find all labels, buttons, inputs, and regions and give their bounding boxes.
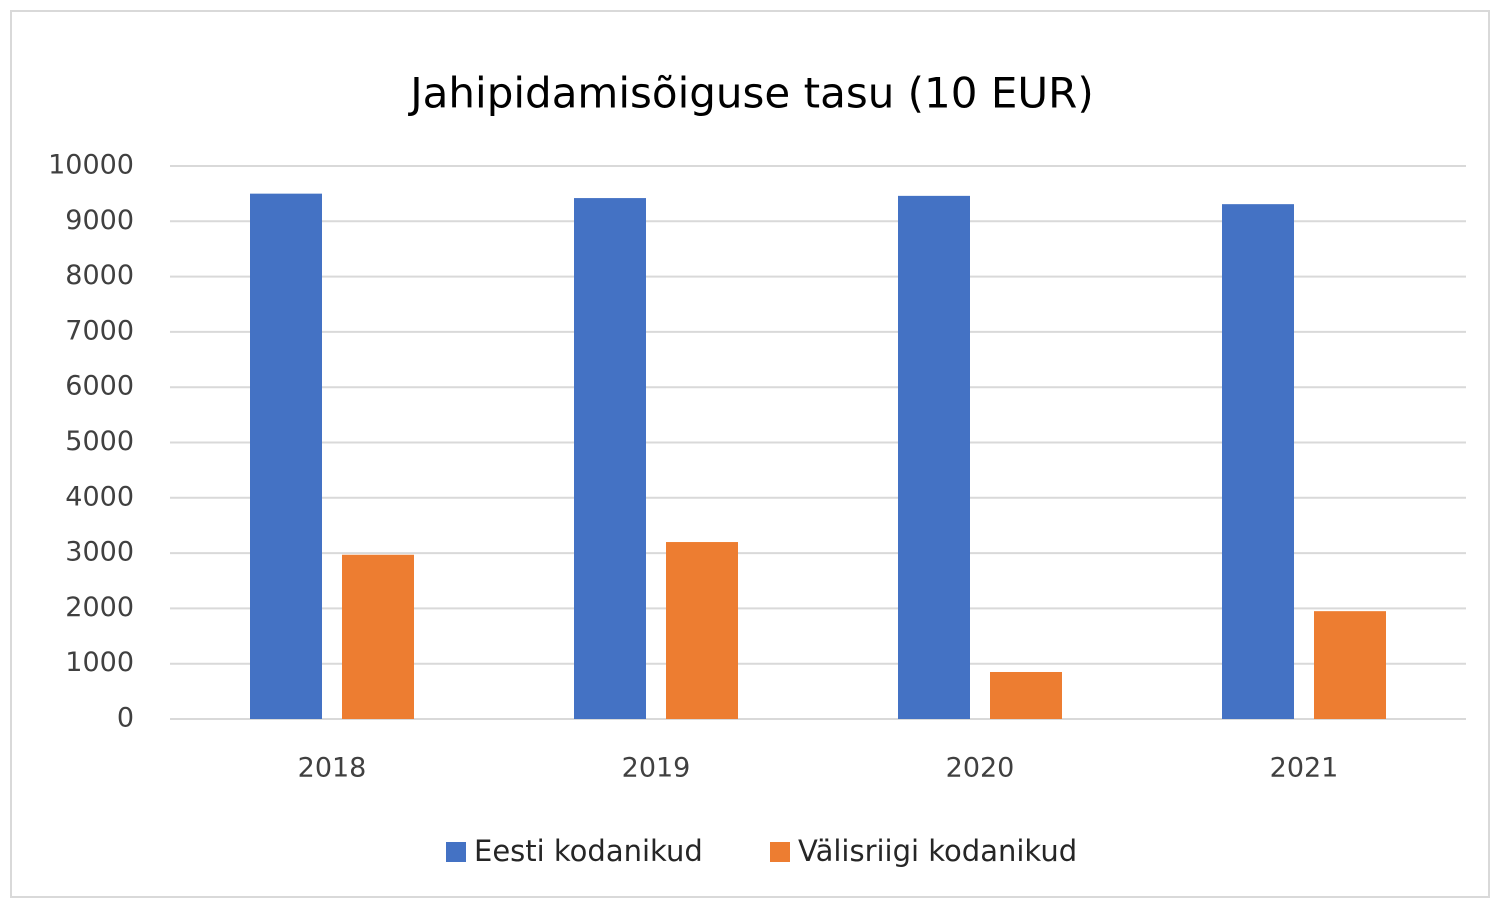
legend-swatch bbox=[770, 842, 790, 862]
y-tick-label: 10000 bbox=[48, 150, 134, 181]
x-tick-label: 2018 bbox=[298, 753, 367, 784]
bar bbox=[250, 193, 322, 719]
bar bbox=[990, 671, 1062, 719]
y-tick-label: 1000 bbox=[65, 647, 134, 678]
y-tick-label: 4000 bbox=[65, 481, 134, 512]
y-tick-label: 7000 bbox=[65, 315, 134, 346]
y-tick-label: 8000 bbox=[65, 260, 134, 291]
y-tick-label: 3000 bbox=[65, 537, 134, 568]
legend-label: Eesti kodanikud bbox=[474, 834, 703, 868]
x-tick-label: 2019 bbox=[622, 753, 691, 784]
bar bbox=[1314, 611, 1386, 719]
bar bbox=[898, 195, 970, 719]
y-tick-label: 6000 bbox=[65, 371, 134, 402]
bar bbox=[1222, 204, 1294, 720]
y-tick-label: 0 bbox=[117, 703, 134, 734]
legend-swatch bbox=[446, 842, 466, 862]
bar bbox=[342, 554, 414, 719]
x-tick-label: 2020 bbox=[946, 753, 1015, 784]
chart-title: Jahipidamisõiguse tasu (10 EUR) bbox=[407, 69, 1093, 118]
legend-label: Välisriigi kodanikud bbox=[798, 834, 1077, 868]
y-tick-label: 2000 bbox=[65, 592, 134, 623]
y-tick-label: 9000 bbox=[65, 205, 134, 236]
bar bbox=[574, 198, 646, 720]
bar bbox=[666, 542, 738, 719]
x-tick-label: 2021 bbox=[1270, 753, 1339, 784]
y-tick-label: 5000 bbox=[65, 426, 134, 457]
